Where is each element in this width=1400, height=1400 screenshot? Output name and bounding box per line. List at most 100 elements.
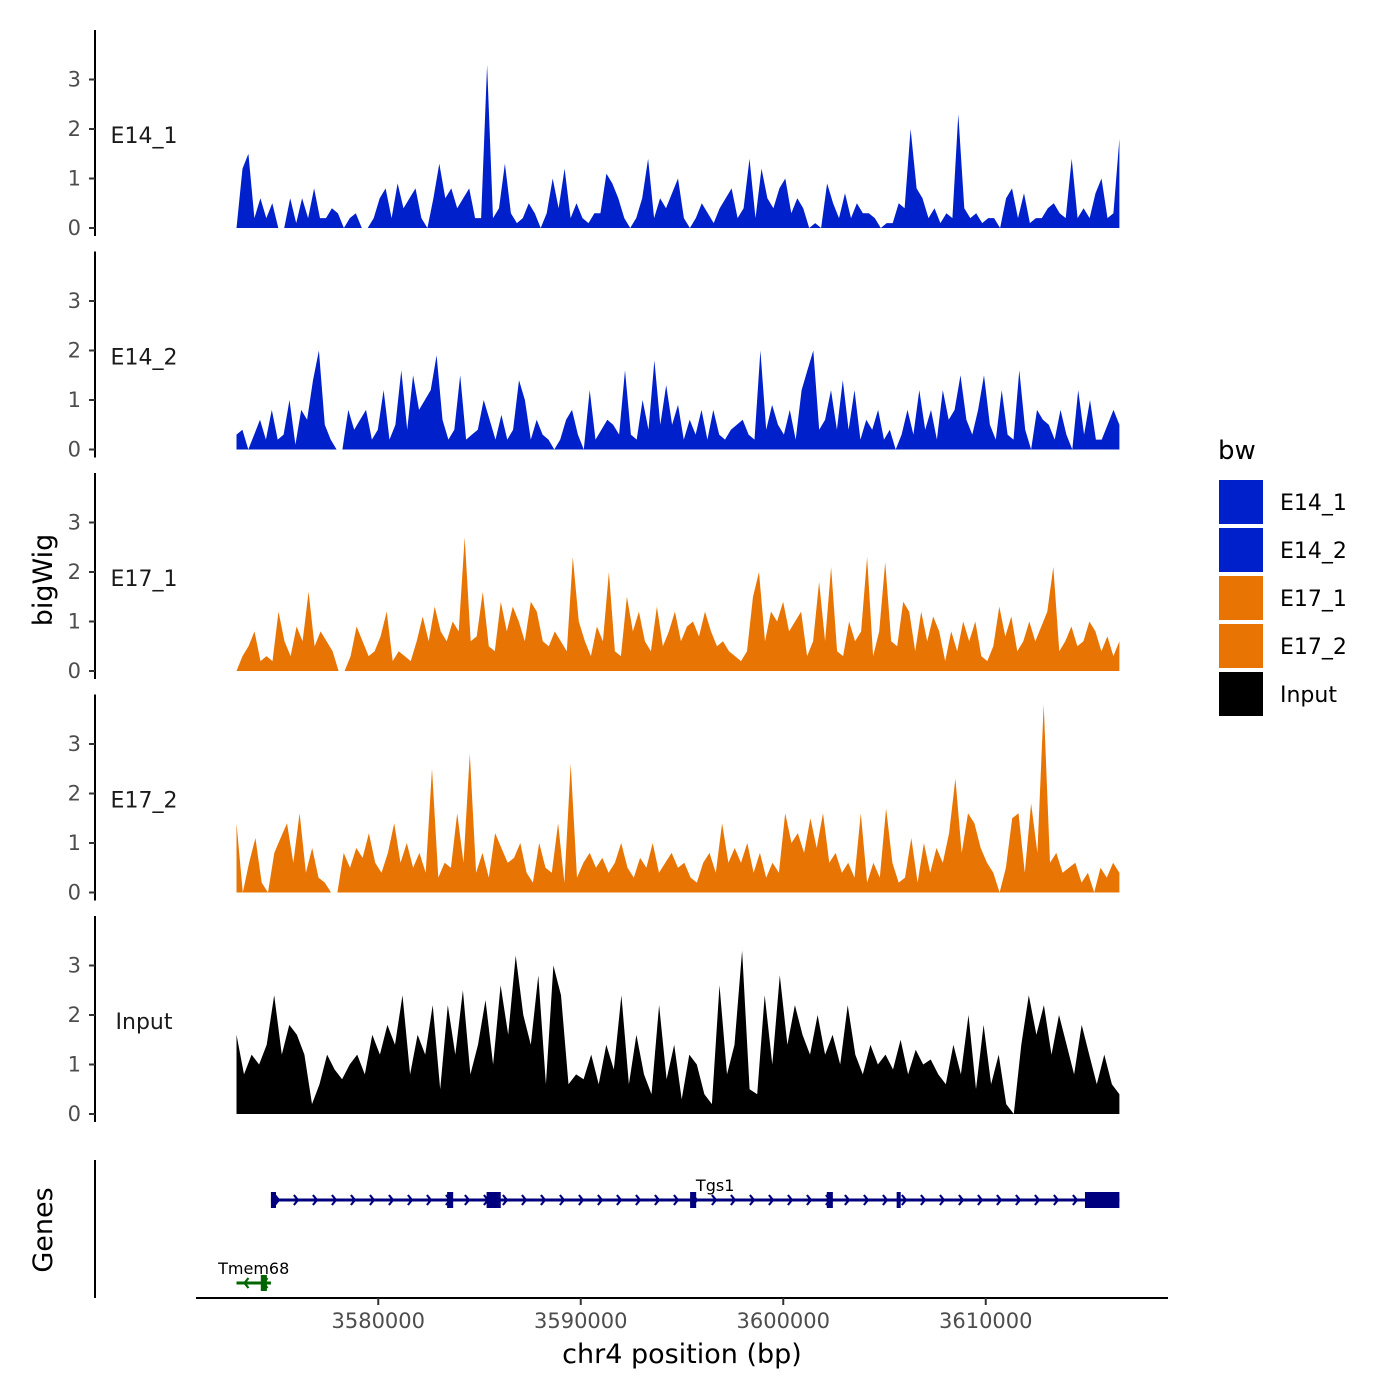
strand-arrow <box>654 1194 661 1206</box>
legend-label: Input <box>1280 683 1337 708</box>
track-label: E17_1 <box>111 567 178 592</box>
strand-arrow <box>977 1194 984 1206</box>
strand-arrow <box>616 1194 623 1206</box>
y-tick-label: 1 <box>68 831 81 855</box>
strand-arrow <box>464 1194 471 1206</box>
exon-block <box>896 1192 901 1208</box>
strand-arrow <box>521 1194 528 1206</box>
strand-arrow <box>312 1194 319 1206</box>
track-E14_2: 0 1 2 3 E14_2 <box>68 251 1120 462</box>
y-tick-label: 2 <box>68 560 81 584</box>
y-tick-label: 3 <box>68 511 81 535</box>
strand-arrow <box>673 1194 680 1206</box>
signal-area-E17_1 <box>236 537 1120 671</box>
gene-Tmem68: Tmem68 <box>217 1259 289 1291</box>
strand-arrow <box>882 1194 889 1206</box>
strand-arrow <box>996 1194 1003 1206</box>
y-tick-label: 1 <box>68 388 81 412</box>
x-tick-label: 3590000 <box>534 1309 628 1333</box>
exon-block <box>690 1192 697 1208</box>
track-label: E17_2 <box>111 789 178 814</box>
strand-arrow <box>787 1194 794 1206</box>
track-Input: 0 1 2 3 Input <box>68 916 1120 1126</box>
y-tick-label: 0 <box>68 216 81 240</box>
legend-swatch <box>1219 528 1263 572</box>
y-tick-label: 2 <box>68 1003 81 1027</box>
y-tick-label: 0 <box>68 1102 81 1126</box>
track-E17_2: 0 1 2 3 E17_2 <box>68 694 1120 905</box>
legend-label: E14_1 <box>1280 491 1347 516</box>
y-tick-label: 1 <box>68 1053 81 1077</box>
strand-arrow <box>863 1194 870 1206</box>
y-tick-label: 3 <box>68 732 81 756</box>
track-E14_1: 0 1 2 3 E14_1 <box>68 30 1120 240</box>
strand-arrow <box>1072 1194 1079 1206</box>
strand-arrow <box>578 1194 585 1206</box>
genes-panel: Tgs1 Tmem68 <box>94 1160 1120 1298</box>
strand-arrow <box>597 1194 604 1206</box>
exon-block <box>270 1192 276 1208</box>
strand-arrow <box>274 1194 281 1206</box>
legend: bw E14_1 E14_2 E17_1 E17_2 Input <box>1218 436 1347 716</box>
strand-arrow <box>369 1194 376 1206</box>
x-axis-title: chr4 position (bp) <box>562 1339 802 1370</box>
y-tick-label: 0 <box>68 438 81 462</box>
strand-arrow <box>635 1194 642 1206</box>
x-tick-label: 3580000 <box>331 1309 425 1333</box>
legend-label: E17_1 <box>1280 587 1347 612</box>
legend-label: E14_2 <box>1280 539 1347 564</box>
track-label: E14_2 <box>111 346 178 371</box>
strand-arrow <box>1034 1194 1041 1206</box>
strand-arrow <box>331 1194 338 1206</box>
exon-block <box>826 1192 833 1208</box>
y-tick-label: 0 <box>68 659 81 683</box>
strand-arrow <box>540 1194 547 1206</box>
signal-area-E17_2 <box>236 704 1120 893</box>
strand-arrow <box>901 1194 908 1206</box>
y-tick-label: 3 <box>68 289 81 313</box>
strand-arrow <box>768 1194 775 1206</box>
strand-arrow <box>939 1194 946 1206</box>
strand-arrow <box>958 1194 965 1206</box>
strand-arrow <box>1053 1194 1060 1206</box>
y-tick-label: 2 <box>68 117 81 141</box>
y-tick-label: 2 <box>68 339 81 363</box>
gene-name-label: Tgs1 <box>695 1176 734 1195</box>
track-label: E14_1 <box>111 124 178 149</box>
y-axis-title: bigWig <box>28 534 59 627</box>
strand-arrow <box>388 1194 395 1206</box>
legend-swatch <box>1219 672 1263 716</box>
legend-swatch <box>1219 480 1263 524</box>
strand-arrow <box>243 1277 250 1289</box>
strand-arrow <box>293 1194 300 1206</box>
track-E17_1: 0 1 2 3 E17_1 <box>68 473 1120 683</box>
legend-swatch <box>1219 576 1263 620</box>
genes-axis-title: Genes <box>28 1187 59 1272</box>
x-tick-label: 3610000 <box>939 1309 1033 1333</box>
y-tick-label: 3 <box>68 68 81 92</box>
strand-arrow <box>350 1194 357 1206</box>
y-tick-label: 2 <box>68 782 81 806</box>
signal-area-Input <box>236 950 1120 1114</box>
strand-arrow <box>559 1194 566 1206</box>
strand-arrow <box>711 1194 718 1206</box>
track-label: Input <box>116 1010 173 1035</box>
signal-area-E14_1 <box>236 64 1120 228</box>
signal-area-E14_2 <box>236 350 1120 450</box>
strand-arrow <box>730 1194 737 1206</box>
signal-tracks: 0 1 2 3 E14_1 0 1 2 3 E14_2 0 1 2 3 E17_1 0 1 2 3 E17_2 0 1 2 3… <box>68 30 1120 1126</box>
exon-block <box>1084 1192 1120 1208</box>
exon-block <box>486 1192 501 1208</box>
legend-label: E17_2 <box>1280 635 1347 660</box>
gene-name-label: Tmem68 <box>217 1259 289 1278</box>
strand-arrow <box>502 1194 509 1206</box>
y-tick-label: 0 <box>68 881 81 905</box>
exon-block <box>447 1192 454 1208</box>
exon-block <box>260 1275 267 1291</box>
strand-arrow <box>806 1194 813 1206</box>
strand-arrow <box>749 1194 756 1206</box>
x-axis: 3580000 3590000 3600000 3610000 <box>196 1297 1168 1333</box>
y-tick-label: 1 <box>68 610 81 634</box>
legend-swatch <box>1219 624 1263 668</box>
